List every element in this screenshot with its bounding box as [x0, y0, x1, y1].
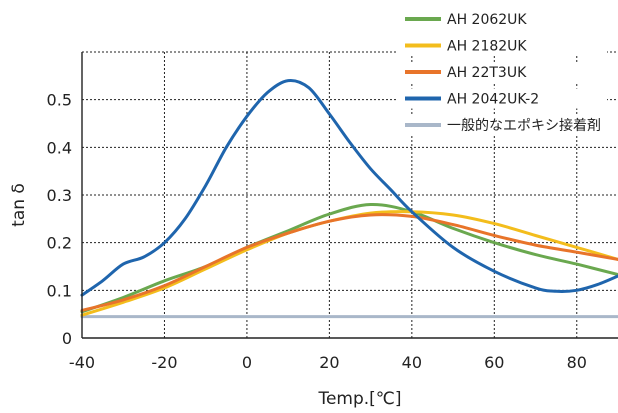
y-tick-label: 0	[62, 329, 72, 348]
series-line-2	[80, 213, 618, 312]
grid	[82, 51, 618, 338]
legend-label: 一般的なエポキシ接着剤	[447, 117, 601, 134]
y-axis-title: tan δ	[9, 183, 29, 227]
x-tick-label: 40	[402, 353, 422, 372]
y-tick-label: 0.4	[47, 138, 72, 157]
legend-bg	[397, 88, 607, 109]
legend-label: AH 2182UK	[447, 39, 527, 55]
x-tick-label: 60	[484, 353, 504, 372]
y-tick-label: 0.5	[47, 91, 72, 110]
series-line-1	[80, 210, 618, 317]
legend-bg	[397, 62, 607, 82]
y-tick-label: 0.3	[47, 186, 72, 205]
legend-label: AH 22T3UK	[447, 65, 527, 81]
y-tick-label: 0.2	[47, 234, 72, 253]
legend-bg	[397, 9, 607, 29]
y-tick-label: 0.1	[47, 281, 72, 300]
x-tick-label: 20	[319, 353, 339, 372]
x-tick-label: 0	[242, 353, 252, 372]
series-line-3	[80, 78, 618, 297]
x-tick-label: 80	[567, 353, 587, 372]
legend-label: AH 2062UK	[447, 12, 527, 28]
x-axis-title: Temp.[℃]	[317, 389, 401, 409]
legend-label: AH 2042UK-2	[447, 92, 539, 108]
legend-bg	[397, 35, 607, 56]
x-tick-label: -40	[69, 353, 95, 372]
series-line-0	[80, 202, 618, 314]
legend-bg	[397, 115, 607, 135]
series-layer	[80, 78, 618, 319]
axes: -40 -20 0 20 40 60 80 0 0.1 0.2 0.3 0.4 0.5	[47, 52, 618, 372]
legend: AH 2062UK AH 2182UK AH 22T3UK AH 2042UK-2 一般…	[397, 9, 607, 135]
x-tick-label: -20	[151, 353, 177, 372]
